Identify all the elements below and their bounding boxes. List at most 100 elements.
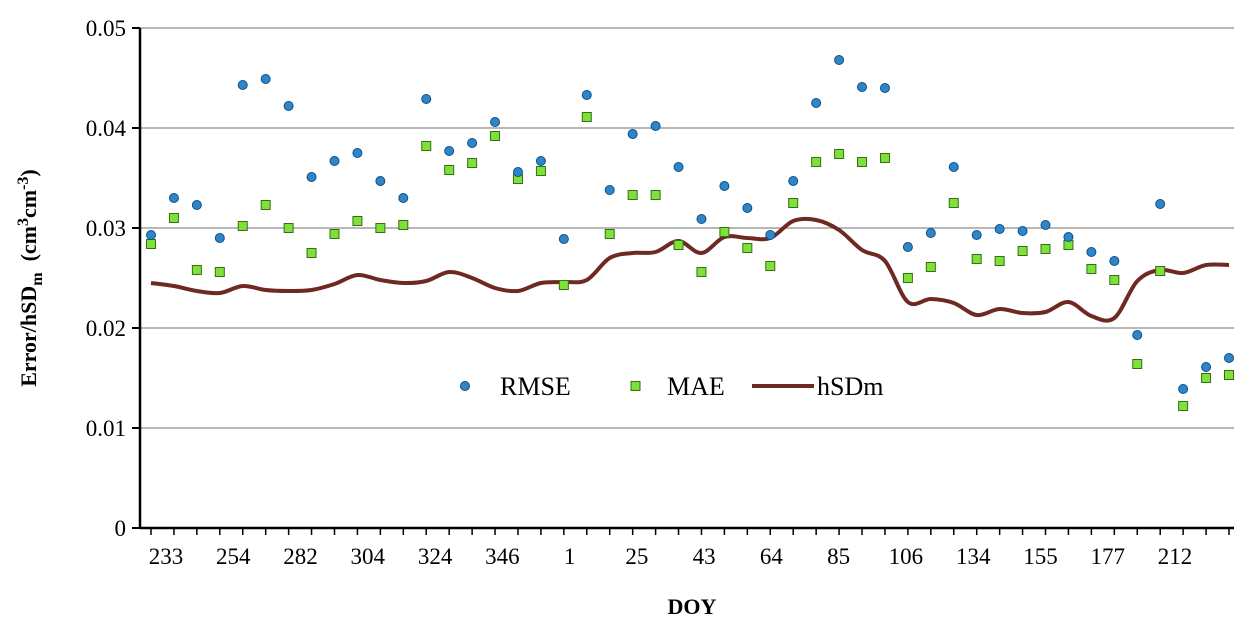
x-tick-label: 177 [1090, 544, 1125, 569]
rmse-point [1224, 353, 1234, 363]
rmse-point [719, 181, 730, 191]
mae-point [971, 254, 982, 264]
axes: 0 0.01 0.02 0.03 0.04 0.05 233 254 282 304 324 346 1… [86, 16, 1234, 569]
mae-point [490, 131, 501, 141]
rmse-point [925, 228, 936, 238]
mae-point [260, 200, 271, 210]
mae-point [879, 153, 890, 163]
mae-point [421, 141, 432, 151]
x-tick-label: 212 [1158, 544, 1193, 569]
legend-hsdm-label: hSDm [817, 372, 883, 401]
mae-point [1224, 370, 1234, 380]
rmse-point [834, 55, 845, 65]
mae-point [1178, 401, 1189, 411]
x-tick-label: 254 [216, 544, 251, 569]
x-tick-label: 134 [956, 544, 991, 569]
x-tick-label: 43 [693, 544, 716, 569]
rmse-point [352, 148, 363, 158]
rmse-point [1040, 220, 1051, 230]
x-tick-label: 282 [283, 544, 318, 569]
y-tick-label: 0.03 [86, 216, 126, 241]
rmse-point [467, 138, 478, 148]
hsdm-line [150, 216, 1230, 323]
rmse-point [329, 156, 340, 166]
gridlines [140, 27, 1234, 429]
legend: RMSE MAE hSDm [460, 372, 883, 401]
rmse-point [673, 162, 684, 172]
x-tick-label: 324 [418, 544, 453, 569]
rmse-point [1201, 362, 1212, 372]
mae-point [306, 248, 317, 258]
mae-point [214, 267, 225, 277]
rmse-point [1086, 247, 1097, 257]
mae-point [352, 216, 363, 226]
y-tick-label: 0 [115, 516, 127, 541]
mae-point [168, 213, 179, 223]
rmse-point [375, 176, 386, 186]
x-tick-label: 233 [149, 544, 184, 569]
mae-point [857, 157, 868, 167]
x-tick-label: 25 [625, 544, 648, 569]
mae-point [604, 229, 615, 239]
rmse-point [168, 193, 179, 203]
rmse-point [237, 80, 248, 90]
x-tick-label: 346 [485, 544, 520, 569]
mae-point [994, 256, 1005, 266]
mae-point [581, 112, 592, 122]
mae-point [1109, 275, 1120, 285]
mae-point [535, 166, 546, 176]
mae-point [742, 243, 753, 253]
mae-point [191, 265, 202, 275]
rmse-point [696, 214, 707, 224]
mae-point [650, 190, 661, 200]
mae-point [696, 267, 707, 277]
x-tick-label: 106 [889, 544, 924, 569]
x-tick-label: 304 [351, 544, 386, 569]
rmse-point [490, 117, 501, 127]
rmse-point [627, 129, 638, 139]
mae-point [925, 262, 936, 272]
rmse-point [948, 162, 959, 172]
rmse-point [604, 185, 615, 195]
rmse-point [191, 200, 202, 210]
series [146, 55, 1234, 411]
rmse-point [421, 94, 432, 104]
x-tick-label: 64 [760, 544, 784, 569]
y-axis-title: Error/hSDm (cm3cm-3) [15, 169, 46, 387]
legend-rmse-label: RMSE [500, 372, 571, 401]
mae-point [902, 273, 913, 283]
rmse-point [1017, 226, 1028, 236]
rmse-point [788, 176, 799, 186]
mae-point [765, 261, 776, 271]
rmse-point [512, 167, 523, 177]
x-axis-title: DOY [668, 594, 717, 619]
x-tick-label: 155 [1023, 544, 1058, 569]
rmse-point [1178, 384, 1189, 394]
mae-point [1201, 373, 1212, 383]
rmse-point [1132, 330, 1143, 340]
rmse-point [1063, 232, 1074, 242]
rmse-point [535, 156, 546, 166]
y-tick-label: 0.02 [86, 316, 126, 341]
mae-point [1017, 246, 1028, 256]
rmse-point [558, 234, 569, 244]
mae-point [673, 240, 684, 250]
x-tick-label: 1 [564, 544, 576, 569]
mae-point [146, 239, 156, 249]
rmse-point [214, 233, 225, 243]
rmse-point [1109, 256, 1120, 266]
legend-mae-marker [630, 381, 641, 391]
mae-point [329, 229, 340, 239]
x-tick-label: 85 [827, 544, 850, 569]
mae-point [398, 220, 409, 230]
y-tick-label: 0.01 [86, 416, 126, 441]
mae-point [719, 227, 730, 237]
mae-point [948, 198, 959, 208]
rmse-point [1155, 199, 1166, 209]
mae-point [1132, 359, 1143, 369]
mae-point [811, 157, 822, 167]
rmse-point [283, 101, 294, 111]
rmse-point [902, 242, 913, 252]
